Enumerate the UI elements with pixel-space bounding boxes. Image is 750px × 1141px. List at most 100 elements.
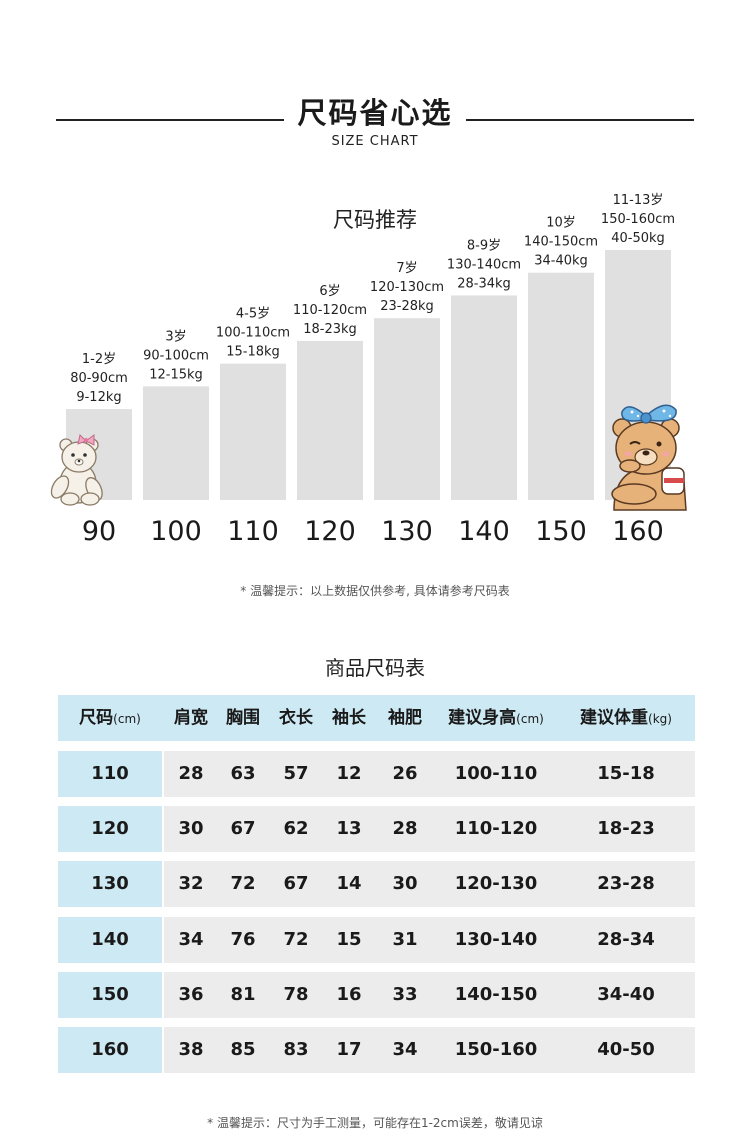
bar-annotation-90-1: 80-90cm [70,371,128,386]
table-cell: 34-40 [597,984,655,1005]
size-cell-bg [58,861,162,907]
data-cell-bg [164,972,695,1018]
table-row: 110 28 63 57 12 26 100-110 15-18 [58,751,695,797]
bar-annotation-160-1: 150-160cm [601,212,675,227]
bar-100 [143,386,209,500]
bar-annotation-110-1: 100-110cm [216,326,290,341]
table-cell: 67 [283,873,309,894]
category-label-90: 90 [82,516,116,547]
bar-annotation-110-2: 15-18kg [226,345,280,360]
table-header-cell: 胸围 [217,695,269,741]
title-rule-right [466,119,694,121]
table-cell: 110-120 [454,818,538,839]
table-cell: 30 [392,873,418,894]
bar-annotation-100-2: 12-15kg [149,367,203,382]
table-cell: 120-130 [454,873,538,894]
table-cell: 81 [230,984,256,1005]
table-row: 140 34 76 72 15 31 130-140 28-34 [58,917,695,963]
table-row: 150 36 81 78 16 33 140-150 34-40 [58,972,695,1018]
size-cell-bg [58,972,162,1018]
table-cell: 130 [91,873,129,894]
bar-annotation-90-0: 1-2岁 [82,352,116,367]
table-header: 尺码(cm) 肩宽 胸围 衣长 袖长 袖肥 建议身高(cm) 建议体重(kg) [58,695,695,741]
header-unit: (cm) [516,712,544,726]
table-cell: 31 [392,929,418,950]
table-row: 120 30 67 62 13 28 110-120 18-23 [58,806,695,852]
bar-annotation-140-0: 8-9岁 [467,238,501,253]
table-cell: 110 [91,763,129,784]
table-cell: 33 [392,984,418,1005]
category-label-140: 140 [458,516,510,547]
table-row: 130 32 72 67 14 30 120-130 23-28 [58,861,695,907]
header-label: 建议身高 [448,708,517,728]
table-cell: 130-140 [454,929,538,950]
data-cell-bg [164,1027,695,1073]
category-label-130: 130 [381,516,433,547]
data-cell-bg [164,861,695,907]
table-cell: 34 [392,1039,418,1060]
header-label: 建议体重 [580,708,649,728]
table-header-cell: 尺码(cm) [58,695,162,741]
table-note: * 温馨提示：尺寸为手工测量，可能存在1-2cm误差，敬请见谅 [207,1116,543,1130]
table-cell: 57 [283,763,309,784]
bar-annotation-140-1: 130-140cm [447,257,521,272]
table-cell: 78 [283,984,309,1005]
bar-annotation-130-0: 7岁 [396,261,417,276]
table-cell: 140-150 [454,984,538,1005]
bar-110 [220,363,286,500]
chart-title: 尺码推荐 [333,208,417,232]
table-row: 160 38 85 83 17 34 150-160 40-50 [58,1027,695,1073]
table-cell: 63 [230,763,256,784]
bar-annotation-100-1: 90-100cm [143,348,209,363]
bar-120 [297,340,363,500]
bar-annotation-150-2: 34-40kg [534,254,588,269]
table-cell: 38 [178,1039,204,1060]
page-subtitle: SIZE CHART [331,134,419,149]
size-cell-bg [58,806,162,852]
table-cell: 160 [91,1039,129,1060]
table-cell: 28 [392,818,418,839]
header-label: 袖长 [332,708,366,728]
bar-annotation-120-1: 110-120cm [293,303,367,318]
bar-annotation-150-1: 140-150cm [524,235,598,250]
table-header-cell: 建议身高(cm) [432,695,560,741]
data-cell-bg [164,751,695,797]
table-cell: 16 [336,984,362,1005]
teddy-bear-icon [50,434,103,506]
table-header-cell: 建议体重(kg) [560,695,692,741]
bar-annotation-120-2: 18-23kg [303,322,357,337]
table-title: 商品尺码表 [325,656,425,680]
table-cell: 40-50 [597,1039,655,1060]
table-cell: 30 [178,818,204,839]
table-cell: 26 [392,763,418,784]
header-label: 肩宽 [174,708,208,728]
table-header-cell: 衣长 [270,695,322,741]
table-cell: 18-23 [597,818,655,839]
title-rule-left [56,119,284,121]
bar-annotation-130-2: 23-28kg [380,299,434,314]
size-cell-bg [58,1027,162,1073]
table-header-cell: 袖肥 [377,695,433,741]
category-label-150: 150 [535,516,587,547]
header-label: 尺码 [79,708,114,728]
category-label-160: 160 [612,516,664,547]
table-cell: 67 [230,818,256,839]
bar-130 [374,318,440,500]
table-cell: 28-34 [597,929,655,950]
bar-annotation-110-0: 4-5岁 [236,307,270,322]
bar-annotation-120-0: 6岁 [319,284,340,299]
header-unit: (cm) [113,712,141,726]
table-cell: 14 [336,873,362,894]
header-label: 袖肥 [388,708,422,728]
size-cell-bg [58,751,162,797]
table-cell: 83 [283,1039,309,1060]
bar-annotation-150-0: 10岁 [546,216,576,231]
table-cell: 12 [336,763,362,784]
size-cell-bg [58,917,162,963]
category-label-120: 120 [304,516,356,547]
size-recommend-chart: 1-2岁 80-90cm 9-12kg 90 3岁 90-100cm 12-15kg 100 4… [50,193,687,547]
data-cell-bg [164,917,695,963]
table-cell: 62 [283,818,309,839]
bear-with-bow-icon [611,404,687,511]
header-label: 衣长 [279,708,313,728]
